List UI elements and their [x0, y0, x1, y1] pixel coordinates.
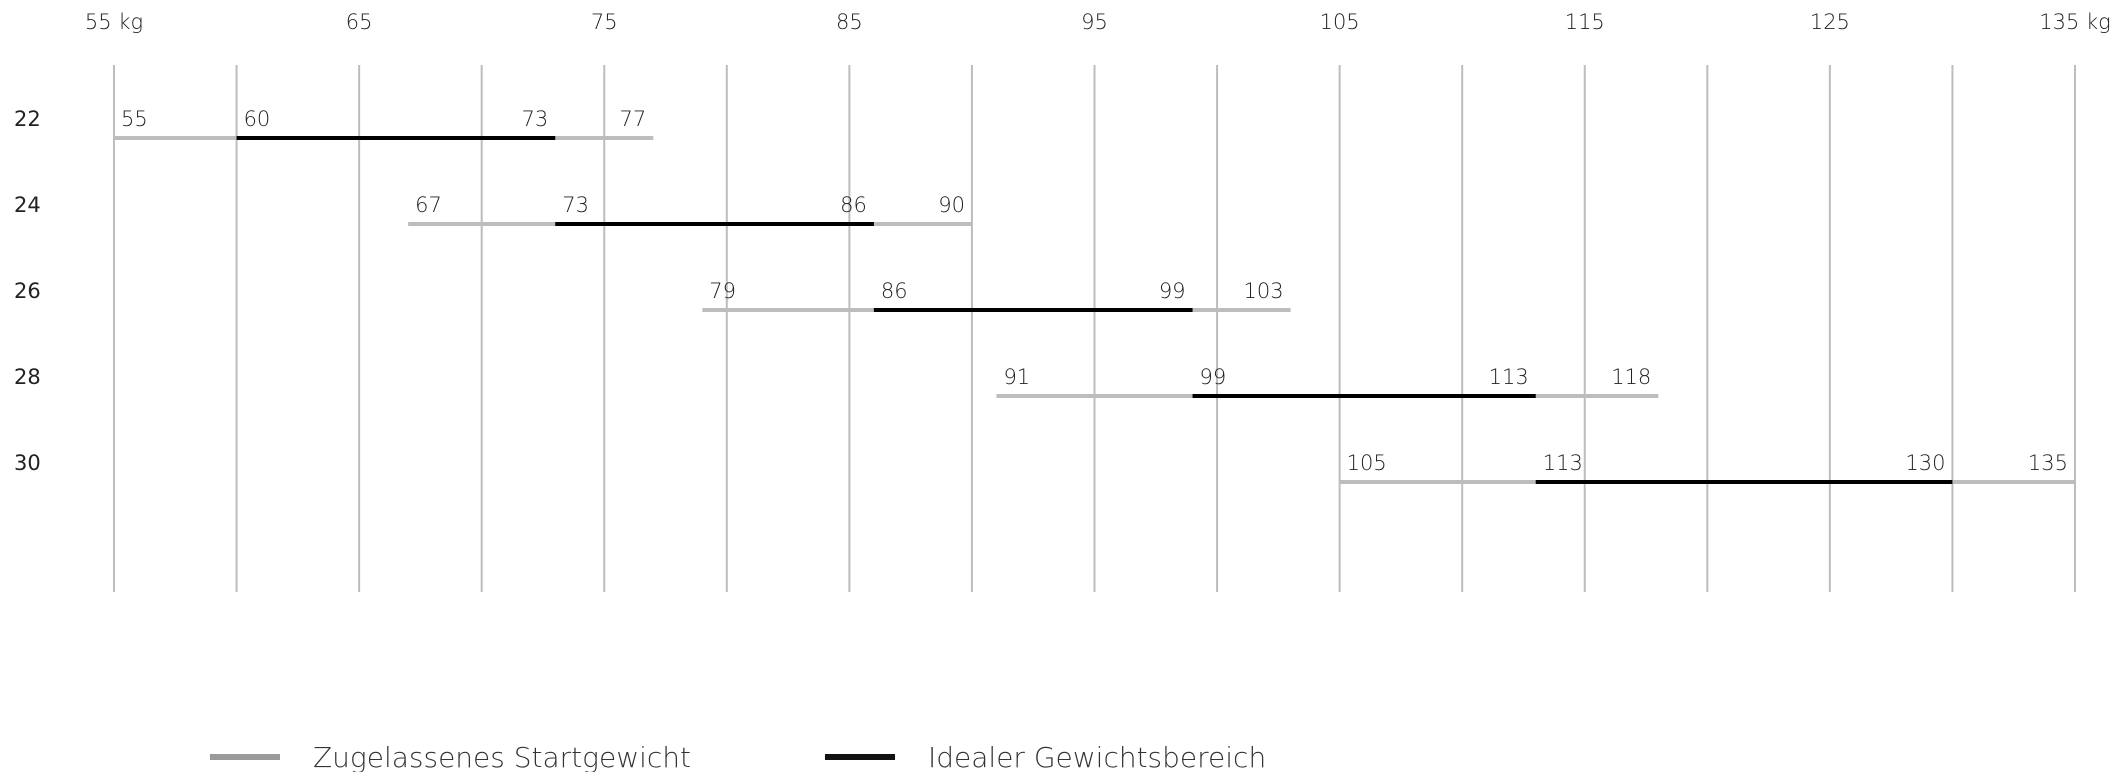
x-tick-label: 55 kg: [85, 10, 143, 34]
allowed-max-label: 118: [1611, 365, 1651, 389]
row-label: 30: [14, 451, 41, 475]
row-label: 28: [14, 365, 41, 389]
ideal-max-label: 113: [1489, 365, 1529, 389]
ideal-min-label: 113: [1543, 451, 1583, 475]
x-tick-label: 135 kg: [2039, 10, 2111, 34]
allowed-min-label: 67: [415, 193, 442, 217]
row-label: 26: [14, 279, 41, 303]
allowed-max-label: 135: [2028, 451, 2068, 475]
x-axis-tick-labels: 55 kg 65 75 85 95 105 115 125 135 kg: [85, 10, 2111, 34]
allowed-max-label: 77: [620, 107, 647, 131]
allowed-min-label: 91: [1003, 365, 1030, 389]
ideal-min-label: 73: [562, 193, 589, 217]
legend-label-ideal: Idealer Gewichtsbereich: [928, 741, 1266, 772]
x-tick-label: 95: [1081, 10, 1108, 34]
allowed-max-label: 90: [938, 193, 965, 217]
x-tick-label: 75: [591, 10, 618, 34]
legend: Zugelassenes Startgewicht Idealer Gewicht…: [210, 741, 1266, 772]
ideal-max-label: 130: [1905, 451, 1945, 475]
allowed-min-label: 55: [121, 107, 148, 131]
allowed-min-label: 105: [1347, 451, 1387, 475]
ideal-min-label: 60: [244, 107, 271, 131]
legend-label-allowed: Zugelassenes Startgewicht: [313, 741, 691, 772]
ideal-max-label: 86: [840, 193, 867, 217]
allowed-max-label: 103: [1244, 279, 1284, 303]
x-tick-label: 85: [836, 10, 863, 34]
allowed-min-label: 79: [709, 279, 736, 303]
row-label: 22: [14, 107, 41, 131]
x-tick-label: 105: [1320, 10, 1360, 34]
ideal-max-label: 99: [1159, 279, 1186, 303]
row-label: 24: [14, 193, 41, 217]
x-tick-label: 125: [1810, 10, 1850, 34]
gridlines: [113, 65, 2076, 592]
range-rows: 22 55 60 73 77 24 67 73 86 90 26 79 86 99 103 28 91 99 113…: [14, 107, 2075, 484]
ideal-min-label: 99: [1200, 365, 1227, 389]
ideal-max-label: 73: [521, 107, 548, 131]
ideal-min-label: 86: [881, 279, 908, 303]
x-tick-label: 65: [346, 10, 373, 34]
x-tick-label: 115: [1565, 10, 1605, 34]
